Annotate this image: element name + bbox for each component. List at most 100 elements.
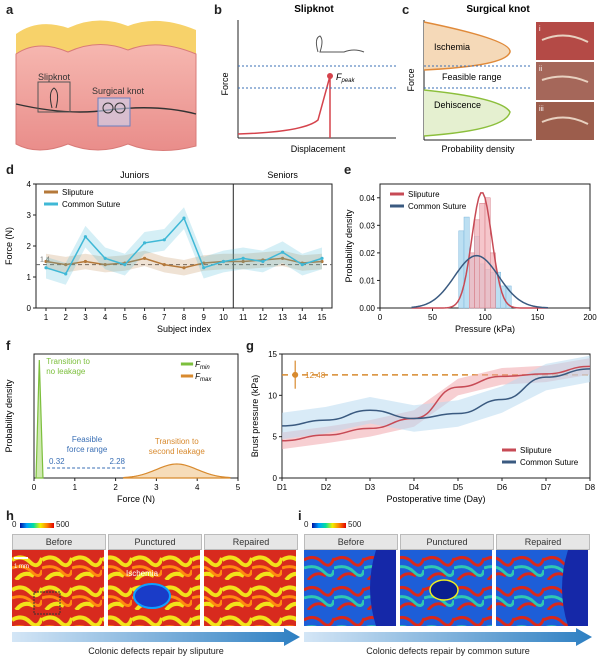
g-ylabel: Brust pressure (kPa) — [250, 375, 260, 458]
f-xtick-label: 4 — [195, 483, 200, 492]
d-point-1 — [162, 238, 166, 242]
c-xlabel: Probability density — [441, 144, 515, 154]
f-fmin-density — [35, 359, 44, 479]
f-annot-range-0: Feasible — [72, 435, 103, 444]
h-title-punctured: Punctured — [108, 534, 202, 550]
d-ytick-label: 2 — [27, 242, 32, 251]
d-point-0 — [241, 259, 245, 264]
g-legend-label-1: Common Suture — [520, 458, 579, 467]
c-zone-dehiscence: Dehiscence — [434, 100, 481, 110]
e-xtick-label: 150 — [531, 313, 545, 322]
h-colorbar — [20, 523, 54, 528]
e-density-curve-0 — [411, 192, 548, 309]
panel-label-b: b — [214, 2, 222, 17]
d-xtick-label: 7 — [162, 313, 167, 322]
g-band-1 — [282, 355, 590, 440]
d-xtick-label: 13 — [278, 313, 287, 322]
colon-illustration: Slipknot Surgical knot — [15, 20, 197, 152]
e-density-curve-1 — [411, 254, 549, 309]
c-dehiscence-curve — [423, 89, 511, 137]
e-hist-bar-sliputure — [479, 203, 486, 309]
h-heatmaps: 1 mm Ischemia — [12, 550, 296, 626]
burst-pressure-chart: 0 5 10 15 D1 D2 D3 D4 D5 D6 D7 D8 Postoperative time… — [250, 350, 596, 504]
e-legend-label-0: Sliputure — [408, 190, 440, 199]
d-point-0 — [320, 259, 324, 264]
d-xtick-label: 8 — [182, 313, 187, 322]
b-peak-point — [327, 73, 333, 79]
slipknot-label: Slipknot — [38, 72, 71, 82]
d-xtick-label: 3 — [83, 313, 88, 322]
e-xtick-label: 200 — [583, 313, 597, 322]
b-title: Slipknot — [294, 4, 334, 15]
f-annot-range-1: force range — [67, 445, 108, 454]
d-point-0 — [64, 263, 68, 267]
c-photo-tag-2: ii — [539, 66, 543, 73]
panel-label-f: f — [6, 338, 11, 353]
d-point-1 — [103, 256, 107, 260]
d-ytick-label: 0 — [27, 304, 32, 313]
c-title: Surgical knot — [466, 4, 530, 15]
d-legend-label-1: Common Suture — [62, 200, 121, 209]
f-range-lo: 0.32 — [49, 457, 65, 466]
e-legend-label-1: Common Suture — [408, 202, 467, 211]
d-xtick-label: 6 — [142, 313, 147, 322]
h-ischemia-region — [133, 583, 171, 609]
e-xtick-label: 100 — [478, 313, 492, 322]
f-xtick-label: 2 — [113, 483, 118, 492]
f-xtick-label: 5 — [236, 483, 241, 492]
g-ytick-label: 15 — [268, 350, 277, 359]
g-xtick-label: D2 — [321, 483, 332, 492]
d-xtick-label: 15 — [318, 313, 327, 322]
d-xtick-label: 2 — [63, 313, 68, 322]
e-ytick-label: 0.03 — [359, 221, 375, 230]
f-legend-label-0: Fmin — [195, 360, 210, 371]
e-ylabel: Probability density — [344, 209, 354, 283]
d-ylabel: Force (N) — [4, 227, 14, 265]
d-ytick-label: 1 — [27, 273, 32, 282]
g-xtick-label: D4 — [409, 483, 420, 492]
d-point-1 — [280, 250, 285, 254]
g-ytick-label: 5 — [273, 433, 278, 442]
panel-label-h: h — [6, 508, 14, 523]
d-point-0 — [103, 263, 107, 267]
heatmap-panel-h: 0 500 Before Punctured Repaired 1 mm Isc… — [12, 518, 300, 656]
h-caption: Colonic defects repair by sliputure — [88, 646, 224, 656]
i-arrow — [304, 628, 592, 646]
d-point-1 — [44, 266, 48, 270]
panel-label-i: i — [298, 508, 302, 523]
d-point-1 — [261, 259, 265, 264]
d-ref-label: 1.4 — [40, 257, 50, 264]
b-force-curve — [237, 75, 331, 138]
i-scale-min: 0 — [304, 520, 309, 529]
f-xtick-label: 0 — [32, 483, 37, 492]
heatmap-panel-i: 0 500 Before Punctured Repaired Colonic … — [304, 518, 592, 656]
i-caption: Colonic defects repair by common suture — [366, 646, 530, 656]
panel-label-g: g — [246, 338, 254, 353]
g-series-line-1 — [281, 368, 591, 427]
d-point-1 — [182, 216, 186, 220]
g-xtick-label: D8 — [585, 483, 596, 492]
c-photo-tag-3: iii — [539, 106, 544, 113]
d-point-1 — [202, 266, 206, 270]
g-ref-point — [292, 371, 299, 378]
d-point-1 — [64, 272, 68, 276]
c-ischemia-curve — [423, 21, 511, 71]
d-point-0 — [162, 263, 166, 267]
panel-label-e: e — [344, 162, 352, 177]
c-zone-ischemia: Ischemia — [434, 42, 470, 52]
b-slipknot-icon — [315, 35, 365, 53]
d-legend-label-0: Sliputure — [62, 188, 94, 197]
g-legend-label-0: Sliputure — [520, 446, 552, 455]
b-xlabel: Displacement — [291, 144, 346, 154]
panel-label-a: a — [6, 2, 14, 17]
f-xlabel: Force (N) — [117, 494, 155, 504]
g-xtick-label: D6 — [497, 483, 508, 492]
d-xtick-label: 9 — [201, 313, 206, 322]
d-ytick-label: 3 — [27, 211, 32, 220]
g-ytick-label: 10 — [268, 391, 277, 400]
slipknot-chart: Slipknot Fpeak Force Displacement — [220, 4, 396, 154]
e-xtick-label: 0 — [378, 313, 383, 322]
d-xtick-label: 11 — [239, 313, 248, 322]
d-xtick-label: 10 — [219, 313, 228, 322]
